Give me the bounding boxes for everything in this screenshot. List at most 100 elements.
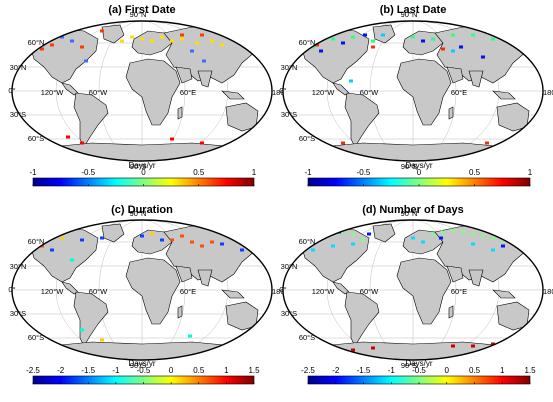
trend-pixel xyxy=(84,59,88,63)
trend-pixel xyxy=(170,238,174,242)
trend-pixel xyxy=(180,234,184,238)
trend-pixel xyxy=(66,135,70,139)
colorbar-tick-label: -2.5 xyxy=(26,366,40,375)
colorbar: Days/yr -2.5 -2 -1.5 -1 -0.5 0 0.5 1 1.5 xyxy=(26,359,260,385)
trend-pixel xyxy=(60,35,64,39)
label-0: 0° xyxy=(279,285,286,294)
colorbar-tick-label: 0 xyxy=(169,366,174,375)
trend-pixel xyxy=(441,47,445,51)
trend-pixel xyxy=(461,230,465,234)
colorbar-label: Days/yr xyxy=(405,359,432,368)
label-60s: 60°S xyxy=(28,333,44,342)
trend-pixel xyxy=(471,232,475,236)
trend-pixel xyxy=(491,342,495,346)
colorbar-tick-label: 1 xyxy=(528,168,533,177)
colorbar-tick-label: -2 xyxy=(332,366,340,375)
trend-pixel xyxy=(471,242,475,246)
trend-pixel xyxy=(100,29,104,33)
trend-pixel xyxy=(411,35,415,39)
label-90n: 90°N xyxy=(130,10,147,19)
trend-pixel xyxy=(341,141,345,145)
trend-pixel xyxy=(240,248,244,252)
colorbar-tick-label: 0 xyxy=(417,168,422,177)
label-180w: 180°W xyxy=(543,88,553,97)
label-30n: 30°N xyxy=(10,262,27,271)
trend-pixel xyxy=(331,244,335,248)
trend-pixel xyxy=(381,33,385,37)
trend-pixel xyxy=(501,244,505,248)
colorbar-tick-label: 0.5 xyxy=(469,168,481,177)
trend-pixel xyxy=(481,55,485,59)
trend-pixel xyxy=(210,39,214,43)
trend-pixel xyxy=(188,334,192,338)
label-60w: 60°W xyxy=(360,287,379,296)
trend-pixel xyxy=(70,258,74,262)
trend-pixel xyxy=(319,49,323,53)
trend-pixel xyxy=(349,79,353,83)
trend-pixel xyxy=(371,346,375,350)
trend-pixel xyxy=(190,240,194,244)
label-30s: 30°S xyxy=(281,309,297,318)
trend-pixel xyxy=(511,240,515,244)
trend-pixel xyxy=(501,31,505,35)
colorbar-tick-label: -0.5 xyxy=(412,366,426,375)
trend-pixel xyxy=(140,37,144,41)
colorbar-tick-label: 1 xyxy=(252,168,257,177)
colorbar-label: Days/yr xyxy=(128,359,155,368)
trend-pixel xyxy=(459,45,463,49)
label-90n: 90°N xyxy=(401,209,418,218)
trend-pixel xyxy=(331,346,335,350)
trend-pixel xyxy=(367,232,371,236)
label-60s: 60°S xyxy=(28,134,44,143)
trend-pixel xyxy=(200,244,204,248)
trend-pixel xyxy=(351,35,355,39)
label-60w: 60°W xyxy=(89,287,108,296)
trend-pixel xyxy=(471,33,475,37)
trend-pixel xyxy=(371,45,375,49)
label-0: 0° xyxy=(8,285,15,294)
label-60n: 60°N xyxy=(28,237,45,246)
trend-pixel xyxy=(331,37,335,41)
label-60e: 60°E xyxy=(451,287,467,296)
colorbar-tick-label: 1.5 xyxy=(524,366,536,375)
colorbar: Days/yr -1 -0.5 0 0.5 1 xyxy=(29,161,257,187)
label-120w: 120°W xyxy=(41,287,65,296)
map-border xyxy=(11,20,273,162)
label-60n: 60°N xyxy=(28,38,45,47)
trend-pixel xyxy=(190,49,194,53)
trend-pixel xyxy=(200,141,204,145)
label-90s: 90°S xyxy=(130,162,146,171)
colorbar-label: Days/yr xyxy=(128,161,155,170)
colorbar-tick-label: 0.5 xyxy=(469,366,481,375)
colorbar-tick-label: -2.5 xyxy=(301,366,315,375)
trend-pixel xyxy=(100,338,104,342)
trend-pixel xyxy=(491,37,495,41)
map-frame: 90°N 60°N 30°N 0° 30°S 60°S 90°S 120°W 60°W 60°E 1… xyxy=(279,209,553,370)
trend-pixel xyxy=(431,232,435,236)
trend-pixel xyxy=(421,240,425,244)
trend-pixel xyxy=(431,37,435,41)
label-30s: 30°S xyxy=(281,110,297,119)
colorbar-tick-label: 1.5 xyxy=(248,366,260,375)
label-90s: 90°S xyxy=(401,361,417,370)
trend-pixel xyxy=(351,242,355,246)
trend-pixel xyxy=(471,344,475,348)
label-60e: 60°E xyxy=(180,88,196,97)
trend-pixel xyxy=(451,49,455,53)
trend-pixel xyxy=(411,236,415,240)
trend-pixel xyxy=(50,248,54,252)
label-30s: 30°S xyxy=(10,110,26,119)
label-60s: 60°S xyxy=(299,333,315,342)
label-30s: 30°S xyxy=(10,309,26,318)
panel-title: (a) First Date xyxy=(108,4,175,16)
map-border xyxy=(282,20,544,162)
trend-pixel xyxy=(180,37,184,41)
label-90n: 90°N xyxy=(130,209,147,218)
colorbar-tick-label: 0 xyxy=(141,168,146,177)
map-frame: 90°N 60°N 30°N 0° 30°S 60°S 90°S 120°W 60°W 60°E 1… xyxy=(279,10,553,171)
panel-title: (c) Duration xyxy=(111,204,173,216)
label-180w: 180°W xyxy=(543,287,553,296)
